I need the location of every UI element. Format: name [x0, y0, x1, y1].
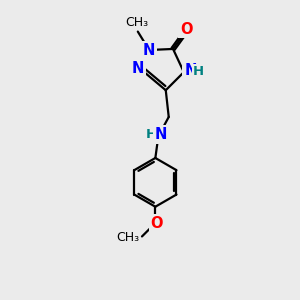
- Text: CH₃: CH₃: [116, 231, 139, 244]
- Text: O: O: [151, 216, 163, 231]
- Text: N: N: [184, 63, 196, 78]
- Text: H: H: [145, 128, 157, 141]
- Text: H: H: [193, 65, 204, 78]
- Text: N: N: [143, 43, 155, 58]
- Text: N: N: [184, 63, 196, 78]
- Text: N: N: [132, 61, 144, 76]
- Text: CH₃: CH₃: [125, 16, 148, 28]
- Text: O: O: [180, 22, 193, 37]
- Text: N: N: [155, 127, 167, 142]
